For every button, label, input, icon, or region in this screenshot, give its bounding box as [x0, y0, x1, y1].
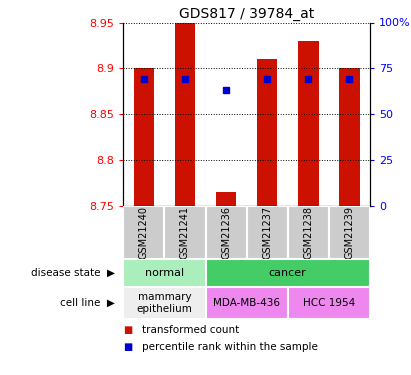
Text: cell line  ▶: cell line ▶	[60, 298, 115, 308]
Bar	[247, 206, 288, 259]
Bar	[123, 287, 206, 319]
Text: GSM21237: GSM21237	[262, 206, 272, 259]
Text: GSM21240: GSM21240	[139, 206, 149, 259]
Bar	[206, 206, 247, 259]
Text: normal: normal	[145, 268, 184, 278]
Text: mammary
epithelium: mammary epithelium	[136, 292, 192, 314]
Bar	[206, 259, 370, 287]
Text: HCC 1954: HCC 1954	[302, 298, 355, 308]
Bar	[329, 206, 370, 259]
Text: GSM21241: GSM21241	[180, 206, 190, 259]
Text: ■: ■	[123, 325, 133, 335]
Text: disease state  ▶: disease state ▶	[31, 268, 115, 278]
Text: ■: ■	[123, 342, 133, 352]
Bar	[288, 287, 370, 319]
Bar	[164, 206, 206, 259]
Bar	[298, 41, 319, 206]
Bar	[123, 206, 164, 259]
Bar	[206, 287, 288, 319]
Text: GSM21239: GSM21239	[344, 206, 354, 259]
Text: transformed count: transformed count	[142, 325, 239, 335]
Text: percentile rank within the sample: percentile rank within the sample	[142, 342, 318, 352]
Bar	[123, 259, 206, 287]
Title: GDS817 / 39784_at: GDS817 / 39784_at	[179, 8, 314, 21]
Bar	[339, 68, 360, 206]
Text: MDA-MB-436: MDA-MB-436	[213, 298, 280, 308]
Bar	[134, 68, 154, 206]
Text: cancer: cancer	[269, 268, 307, 278]
Bar	[257, 59, 277, 206]
Bar	[175, 22, 195, 206]
Bar	[288, 206, 329, 259]
Bar	[216, 192, 236, 206]
Text: GSM21236: GSM21236	[221, 206, 231, 259]
Text: GSM21238: GSM21238	[303, 206, 313, 259]
